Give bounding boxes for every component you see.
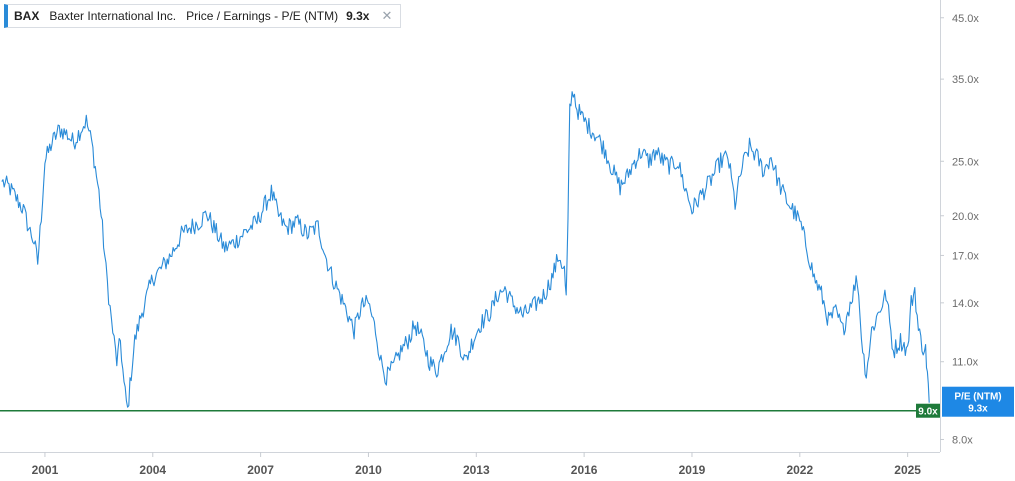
- y-tick-label: 8.0x: [952, 434, 973, 446]
- x-tick-label: 2013: [463, 463, 490, 477]
- legend-company: Baxter International Inc.: [49, 9, 177, 23]
- x-tick-label: 2007: [247, 463, 274, 477]
- current-badge-value: 9.3x: [968, 404, 988, 415]
- reference-value-badge: [916, 403, 940, 418]
- legend-ticker: BAX: [14, 9, 40, 23]
- legend-value: 9.3x: [346, 9, 370, 23]
- y-tick-label: 17.0x: [952, 250, 979, 262]
- x-tick-label: 2022: [786, 463, 813, 477]
- current-value-badge: [942, 386, 1014, 417]
- x-tick-label: 2025: [894, 463, 921, 477]
- x-tick-label: 2016: [571, 463, 598, 477]
- close-icon[interactable]: ✕: [381, 8, 393, 23]
- x-tick-label: 2004: [139, 463, 166, 477]
- y-tick-label: 45.0x: [952, 13, 979, 25]
- series-legend-chip[interactable]: BAX Baxter International Inc. Price / Ea…: [4, 4, 402, 28]
- x-tick-label: 2019: [679, 463, 706, 477]
- reference-value-label: 9.0x: [918, 407, 938, 418]
- legend-metric: Price / Earnings - P/E (NTM): [186, 9, 339, 23]
- y-tick-label: 35.0x: [952, 74, 979, 86]
- series-line: [1, 91, 930, 408]
- x-tick-label: 2001: [32, 463, 59, 477]
- x-tick-label: 2010: [355, 463, 382, 477]
- y-tick-label: 20.0x: [952, 211, 979, 223]
- current-badge-label: P/E (NTM): [954, 392, 1001, 403]
- y-tick-label: 14.0x: [952, 298, 979, 310]
- y-tick-label: 25.0x: [952, 156, 979, 168]
- y-tick-label: 11.0x: [952, 357, 979, 369]
